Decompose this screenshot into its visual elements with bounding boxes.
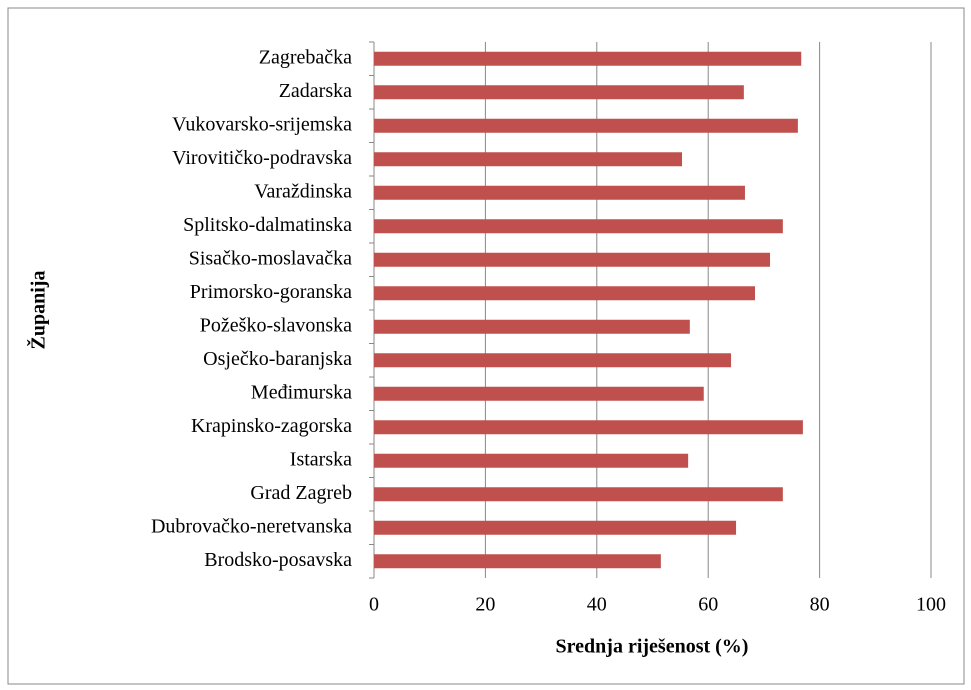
bar: [374, 487, 783, 502]
bar: [374, 386, 704, 401]
x-tick-label: 0: [369, 594, 379, 616]
bar: [374, 319, 690, 334]
y-tick-label: Varaždinska: [254, 180, 352, 202]
bar: [374, 51, 802, 66]
x-axis-title: Srednja riješenost (%): [556, 636, 749, 658]
y-tick-label: Sisačko-moslavačka: [189, 247, 352, 269]
y-tick-label: Virovitičko-podravska: [172, 147, 352, 169]
y-tick-label: Vukovarsko-srijemska: [172, 113, 352, 135]
bar: [374, 118, 798, 133]
y-tick-label: Primorsko-goranska: [190, 281, 352, 303]
bar: [374, 219, 783, 234]
y-tick-label: Krapinsko-zagorska: [191, 415, 352, 437]
y-tick-label: Istarska: [290, 448, 352, 470]
bar: [374, 286, 755, 301]
y-tick-label: Dubrovačko-neretvanska: [151, 515, 352, 537]
y-tick-label: Međimurska: [251, 381, 352, 403]
bar: [374, 353, 732, 368]
y-axis-title: Županija: [26, 271, 50, 350]
y-tick-label: Zagrebačka: [259, 46, 352, 68]
x-tick-label: 80: [810, 594, 830, 616]
bar: [374, 420, 803, 435]
x-tick-label: 60: [698, 594, 718, 616]
bar: [374, 152, 683, 167]
x-tick-label: 40: [587, 594, 607, 616]
bar: [374, 520, 737, 535]
bar: [374, 252, 771, 267]
chart-frame: [7, 7, 965, 685]
y-tick-label: Zadarska: [279, 80, 352, 102]
y-tick-label: Osječko-baranjska: [203, 348, 352, 370]
bar: [374, 554, 661, 569]
y-tick-label: Grad Zagreb: [250, 482, 352, 504]
bar: [374, 453, 689, 468]
x-tick-label: 100: [916, 594, 946, 616]
y-tick-label: Splitsko-dalmatinska: [183, 214, 352, 236]
bar: [374, 185, 745, 200]
bar: [374, 85, 744, 100]
y-tick-label: Brodsko-posavska: [204, 549, 352, 571]
x-tick-label: 20: [475, 594, 495, 616]
y-tick-label: Požeško-slavonska: [200, 314, 352, 336]
